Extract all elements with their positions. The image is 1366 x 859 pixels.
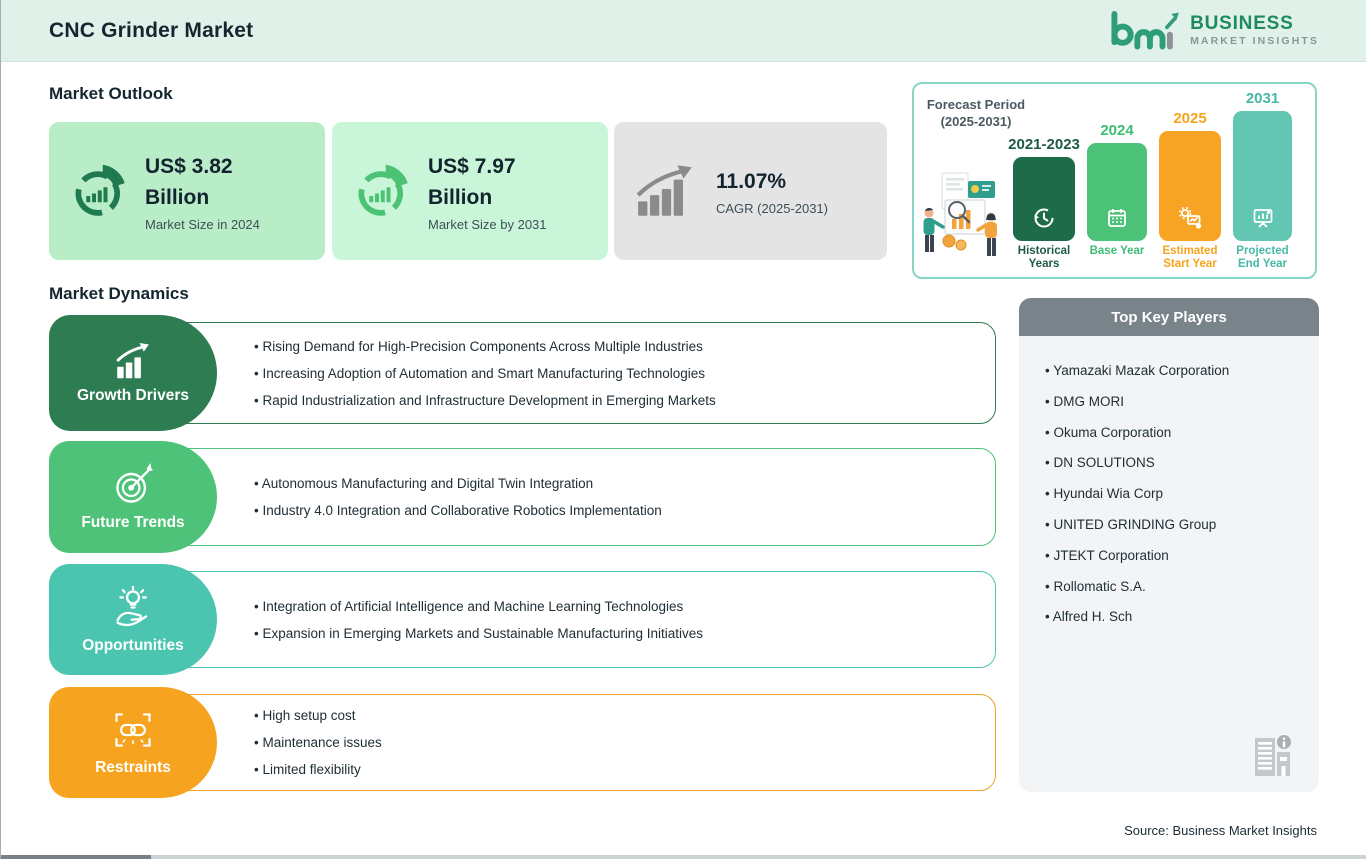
forecast-bar-estimated: 2025 Estimated Start Year: [1159, 110, 1221, 272]
growth-arrow-icon: [636, 165, 692, 216]
cagr-label: CAGR (2025-2031): [716, 200, 828, 216]
card-text: 11.07% CAGR (2025-2031): [716, 166, 828, 216]
list-item: DMG MORI: [1045, 387, 1305, 418]
restraints-list: High setup cost Maintenance issues Limit…: [254, 687, 980, 798]
list-item: Alfred H. Sch: [1045, 602, 1305, 633]
key-players-title: Top Key Players: [1019, 298, 1319, 336]
bar-year-label: 2025: [1173, 110, 1207, 127]
forecast-bar-base: 2024 Base Year: [1087, 122, 1147, 272]
opportunities-list: Integration of Artificial Intelligence a…: [254, 564, 980, 675]
opportunities-row: Opportunities Integration of Artificial …: [49, 564, 996, 675]
growth-drivers-label: Growth Drivers: [77, 386, 189, 404]
market-size-2024-card: US$ 3.82 Billion Market Size in 2024: [49, 122, 325, 260]
bar-year-label: 2024: [1100, 122, 1134, 139]
list-item: Rising Demand for High-Precision Compone…: [254, 339, 980, 354]
donut-chart-icon: [75, 164, 125, 216]
market-size-value: US$ 7.97 Billion: [428, 154, 516, 210]
list-item: Rollomatic S.A.: [1045, 572, 1305, 603]
forecast-bar-historical: 2021-2023 Historical Years: [1008, 136, 1080, 272]
market-outlook-heading: Market Outlook: [49, 84, 173, 103]
target-icon: [116, 462, 154, 503]
logo-line1: BUSINESS: [1190, 13, 1294, 35]
growth-drivers-list: Rising Demand for High-Precision Compone…: [254, 315, 980, 431]
bar-caption: Historical Years: [1017, 245, 1071, 270]
key-players-body: Yamazaki Mazak Corporation DMG MORI Okum…: [1019, 336, 1319, 792]
growth-drivers-row: Growth Drivers Rising Demand for High-Pr…: [49, 315, 996, 431]
restraints-row: Restraints High setup cost Maintenance i…: [49, 687, 996, 798]
market-size-value: US$ 3.82 Billion: [145, 154, 233, 210]
list-item: Rapid Industrialization and Infrastructu…: [254, 393, 980, 408]
list-item: Yamazaki Mazak Corporation: [1045, 356, 1305, 387]
growth-drivers-pill: Growth Drivers: [49, 315, 217, 431]
list-item: Industry 4.0 Integration and Collaborati…: [254, 503, 980, 518]
card-text: US$ 7.97 Billion Market Size by 2031: [428, 151, 547, 232]
bar-year-label: 2031: [1245, 90, 1280, 107]
future-trends-list: Autonomous Manufacturing and Digital Twi…: [254, 441, 980, 553]
forecast-period-title: Forecast Period (2025-2031): [926, 97, 1026, 129]
history-clock-icon: [1034, 208, 1054, 228]
bar-year-label: 2021-2023: [1008, 136, 1080, 153]
opportunities-label: Opportunities: [82, 637, 184, 654]
horizontal-scrollbar[interactable]: [1, 855, 1366, 859]
bar: [1013, 157, 1075, 241]
future-trends-row: Future Trends Autonomous Manufacturing a…: [49, 441, 996, 553]
estimate-gear-chart-icon: [1178, 206, 1202, 229]
market-size-label: Market Size by 2031: [428, 216, 547, 232]
logo-wordmark: BUSINESS MARKET INSIGHTS: [1190, 14, 1319, 47]
cagr-value: 11.07%: [716, 170, 787, 194]
restraints-label: Restraints: [95, 759, 171, 776]
market-size-label: Market Size in 2024: [145, 216, 260, 232]
bar: [1087, 143, 1147, 241]
projection-board-icon: [1253, 209, 1272, 228]
market-dynamics-heading: Market Dynamics: [49, 284, 189, 303]
header-bar: CNC Grinder Market BUSINESS MARKET INSIG…: [1, 0, 1366, 62]
bar: [1159, 131, 1221, 241]
list-item: Integration of Artificial Intelligence a…: [254, 599, 980, 614]
list-item: Autonomous Manufacturing and Digital Twi…: [254, 476, 980, 491]
logo-line2: MARKET INSIGHTS: [1190, 34, 1319, 47]
market-size-2031-card: US$ 7.97 Billion Market Size by 2031: [332, 122, 608, 260]
page-title: CNC Grinder Market: [49, 18, 254, 42]
key-players-list: Yamazaki Mazak Corporation DMG MORI Okum…: [1019, 336, 1319, 633]
list-item: JTEKT Corporation: [1045, 541, 1305, 572]
company-building-icon: [1255, 735, 1291, 776]
list-item: Expansion in Emerging Markets and Sustai…: [254, 626, 980, 641]
analysts-illustration: [923, 172, 997, 256]
list-item: DN SOLUTIONS: [1045, 448, 1305, 479]
bmi-logo: BUSINESS MARKET INSIGHTS: [1107, 8, 1319, 54]
source-note: Source: Business Market Insights: [1124, 823, 1317, 838]
list-item: Hyundai Wia Corp: [1045, 479, 1305, 510]
bmi-monogram-icon: [1111, 10, 1179, 49]
key-players-panel: Top Key Players Yamazaki Mazak Corporati…: [1019, 298, 1319, 792]
bar-caption: Base Year: [1089, 245, 1145, 257]
opportunities-pill: Opportunities: [49, 564, 217, 675]
forecast-bar-projected: 2031 Projected End Year: [1233, 90, 1292, 272]
idea-hand-icon: [116, 585, 148, 627]
list-item: Limited flexibility: [254, 762, 980, 777]
forecast-bars: 2021-2023 Historical Years 2024: [1008, 90, 1292, 272]
card-text: US$ 3.82 Billion Market Size in 2024: [145, 151, 260, 232]
chain-link-icon: [115, 713, 151, 747]
bar-growth-icon: [116, 342, 149, 378]
list-item: Maintenance issues: [254, 735, 980, 750]
calendar-icon: [1108, 209, 1126, 227]
future-trends-pill: Future Trends: [49, 441, 217, 553]
list-item: Increasing Adoption of Automation and Sm…: [254, 366, 980, 381]
bar-caption: Projected End Year: [1236, 245, 1289, 270]
list-item: UNITED GRINDING Group: [1045, 510, 1305, 541]
donut-chart-icon: [358, 164, 408, 216]
future-trends-label: Future Trends: [81, 513, 185, 531]
bar-caption: Estimated Start Year: [1162, 245, 1218, 270]
scrollbar-thumb[interactable]: [1, 855, 151, 859]
forecast-period-panel: Forecast Period (2025-2031): [912, 82, 1317, 279]
restraints-pill: Restraints: [49, 687, 217, 798]
list-item: High setup cost: [254, 708, 980, 723]
list-item: Okuma Corporation: [1045, 418, 1305, 449]
bar: [1233, 111, 1292, 241]
cagr-card: 11.07% CAGR (2025-2031): [614, 122, 887, 260]
